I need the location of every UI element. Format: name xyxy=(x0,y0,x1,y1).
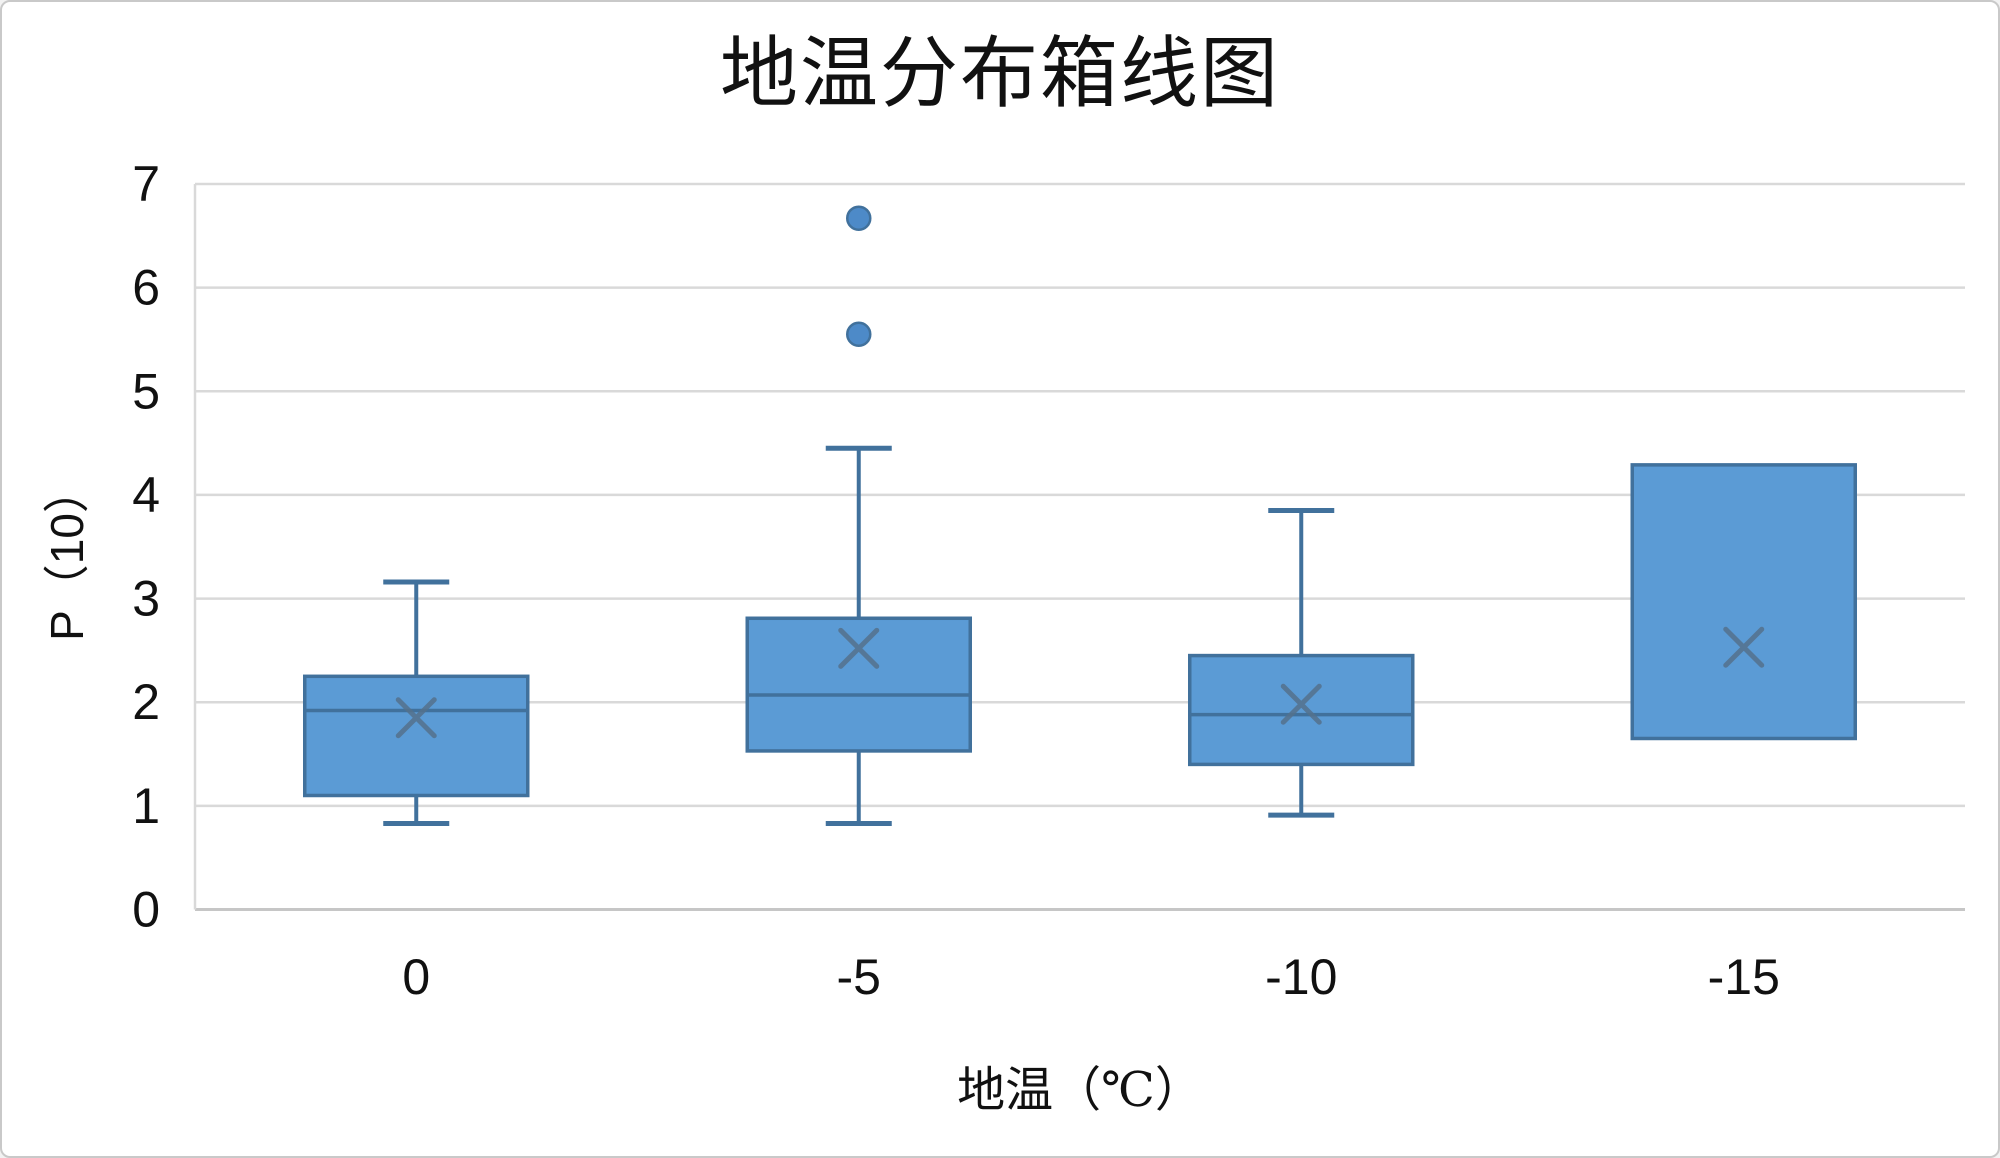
box xyxy=(745,616,972,753)
y-tick-label: 5 xyxy=(132,363,160,419)
x-tick-label: -10 xyxy=(1265,949,1337,1005)
y-tick-label: 6 xyxy=(132,260,160,316)
box xyxy=(1630,463,1857,741)
x-tick-label: 0 xyxy=(402,949,430,1005)
y-tick-label: 4 xyxy=(132,467,160,523)
mean-marker xyxy=(1280,683,1322,725)
y-tick-label: 7 xyxy=(132,156,160,212)
y-tick-label: 0 xyxy=(132,882,160,938)
mean-marker xyxy=(838,627,880,669)
mean-marker xyxy=(1723,626,1765,668)
y-tick-label: 2 xyxy=(132,674,160,730)
x-tick-label: -5 xyxy=(837,949,881,1005)
x-axis-title: 地温（℃） xyxy=(957,1064,1203,1117)
box xyxy=(303,674,530,798)
mean-marker xyxy=(395,697,437,739)
box xyxy=(1188,653,1415,767)
outlier-point xyxy=(846,321,872,348)
y-tick-label: 3 xyxy=(132,571,160,627)
x-tick-label: -15 xyxy=(1708,949,1780,1005)
chart-title: 地温分布箱线图 xyxy=(719,30,1280,117)
outlier-point xyxy=(846,205,872,231)
y-tick-label: 1 xyxy=(132,778,160,834)
